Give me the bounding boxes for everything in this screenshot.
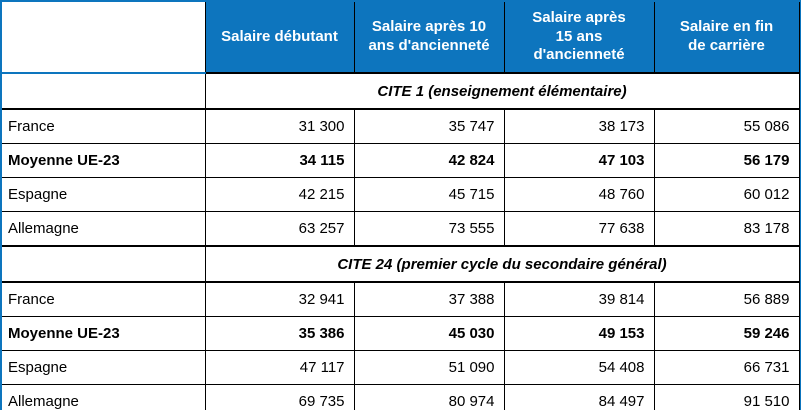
- header-row: Salaire débutant Salaire après 10 ans d'…: [2, 2, 800, 74]
- cell-value: 84 497: [503, 384, 655, 410]
- table-row-allemagne-cite24: Allemagne 69 735 80 974 84 497 91 510: [2, 384, 800, 410]
- row-label: France: [2, 281, 206, 317]
- table-row-moyenne-cite1: Moyenne UE-23 34 115 42 824 47 103 56 17…: [2, 143, 800, 178]
- cell-value: 51 090: [353, 350, 505, 385]
- cell-value: 32 941: [204, 281, 355, 317]
- row-label: Espagne: [2, 177, 206, 212]
- cell-value: 47 117: [204, 350, 355, 385]
- row-label: Moyenne UE-23: [2, 316, 206, 351]
- cell-value: 45 030: [353, 316, 505, 351]
- cell-value: 56 889: [653, 281, 800, 317]
- table-row-moyenne-cite24: Moyenne UE-23 35 386 45 030 49 153 59 24…: [2, 316, 800, 351]
- cell-value: 37 388: [353, 281, 505, 317]
- table-row-france-cite1: France 31 300 35 747 38 173 55 086: [2, 108, 800, 144]
- cell-value: 49 153: [503, 316, 655, 351]
- cell-value: 69 735: [204, 384, 355, 410]
- column-header-15-ans: Salaire après 15 ans d'ancienneté: [503, 2, 655, 74]
- cell-value: 47 103: [503, 143, 655, 178]
- row-label: Allemagne: [2, 384, 206, 410]
- cell-value: 42 824: [353, 143, 505, 178]
- column-header-10-ans: Salaire après 10 ans d'ancienneté: [353, 2, 505, 74]
- cell-value: 38 173: [503, 108, 655, 144]
- cell-value: 60 012: [653, 177, 800, 212]
- cell-value: 77 638: [503, 211, 655, 247]
- cell-value: 80 974: [353, 384, 505, 410]
- column-header-fin-carriere: Salaire en fin de carrière: [653, 2, 800, 74]
- cell-value: 56 179: [653, 143, 800, 178]
- cell-value: 45 715: [353, 177, 505, 212]
- section-title-cite1: CITE 1 (enseignement élémentaire): [204, 72, 800, 110]
- row-label: Moyenne UE-23: [2, 143, 206, 178]
- cell-value: 48 760: [503, 177, 655, 212]
- cell-value: 42 215: [204, 177, 355, 212]
- section-title-cite24: CITE 24 (premier cycle du secondaire gén…: [204, 245, 800, 283]
- column-header-debutant: Salaire débutant: [204, 2, 355, 74]
- cell-value: 83 178: [653, 211, 800, 247]
- cell-value: 63 257: [204, 211, 355, 247]
- row-label: Allemagne: [2, 211, 206, 247]
- corner-cell: [2, 2, 206, 74]
- cell-value: 59 246: [653, 316, 800, 351]
- cell-value: 66 731: [653, 350, 800, 385]
- cell-value: 31 300: [204, 108, 355, 144]
- cell-value: 54 408: [503, 350, 655, 385]
- table-row-espagne-cite1: Espagne 42 215 45 715 48 760 60 012: [2, 177, 800, 212]
- section-empty-cell: [2, 72, 206, 110]
- row-label: France: [2, 108, 206, 144]
- section-header-row-cite24: CITE 24 (premier cycle du secondaire gén…: [2, 245, 800, 283]
- cell-value: 91 510: [653, 384, 800, 410]
- table-row-espagne-cite24: Espagne 47 117 51 090 54 408 66 731: [2, 350, 800, 385]
- cell-value: 73 555: [353, 211, 505, 247]
- cell-value: 35 386: [204, 316, 355, 351]
- cell-value: 34 115: [204, 143, 355, 178]
- section-empty-cell: [2, 245, 206, 283]
- cell-value: 55 086: [653, 108, 800, 144]
- cell-value: 35 747: [353, 108, 505, 144]
- section-header-row-cite1: CITE 1 (enseignement élémentaire): [2, 72, 800, 110]
- table-row-allemagne-cite1: Allemagne 63 257 73 555 77 638 83 178: [2, 211, 800, 247]
- table-row-france-cite24: France 32 941 37 388 39 814 56 889: [2, 281, 800, 317]
- cell-value: 39 814: [503, 281, 655, 317]
- row-label: Espagne: [2, 350, 206, 385]
